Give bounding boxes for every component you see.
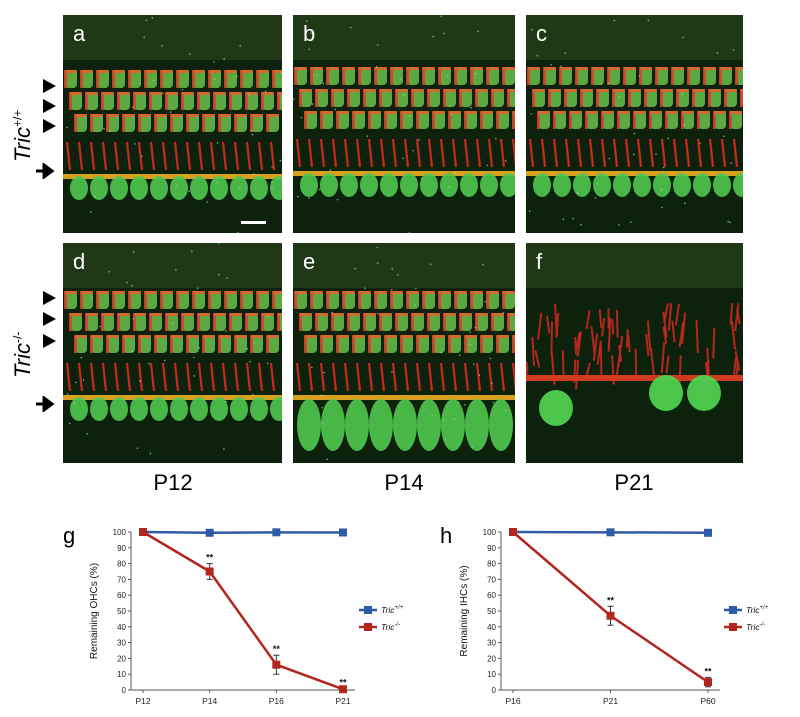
micrograph-image (293, 243, 515, 463)
x-tick-label: P60 (700, 696, 715, 706)
row-label-wildtype: Tric+/+ (10, 102, 38, 162)
legend-marker (729, 606, 737, 614)
panel-label-c: c (536, 21, 547, 46)
data-point (272, 528, 281, 537)
significance-label: ** (273, 644, 281, 654)
y-tick-label: 100 (483, 528, 497, 537)
row-label-knockout: Tric-/- (10, 318, 38, 378)
legend-marker (364, 606, 372, 614)
age-label-p12: P12 (153, 470, 193, 495)
chart-g: 0 10 20 30 40 50 60 70 80 90 100 P12 P14 P16 P21 Remain… (89, 528, 404, 706)
legend-label: Tric-/- (381, 622, 400, 632)
legend-marker (729, 623, 737, 631)
legend-marker (364, 623, 372, 631)
ohc-arrowhead-icon (43, 79, 56, 93)
significance-label: ** (206, 553, 214, 563)
series-line (142, 530, 344, 691)
y-tick-label: 60 (487, 591, 496, 600)
micrograph-panel-d: d (63, 243, 282, 463)
x-tick-label: P21 (603, 696, 618, 706)
ohc-arrowhead-icon (43, 334, 56, 348)
micrograph-panel-a: a (63, 15, 282, 233)
y-tick-label: 30 (117, 639, 126, 648)
significance-label: ** (339, 677, 347, 687)
age-label-p14: P14 (384, 470, 424, 495)
micrograph-panel-e: e (293, 243, 515, 463)
row-label-sup: -/- (10, 331, 25, 343)
data-point (704, 528, 712, 537)
micrograph-image (526, 15, 743, 233)
legend-label: Tric+/+ (381, 605, 404, 615)
y-tick-label: 20 (117, 654, 126, 663)
significance-label: ** (607, 595, 615, 605)
micrograph-panel-c: c (526, 15, 743, 233)
age-label-p21: P21 (614, 470, 654, 495)
panel-label-b: b (303, 21, 316, 46)
y-tick-label: 70 (117, 575, 126, 584)
series-line (142, 530, 344, 535)
y-tick-label: 50 (117, 607, 126, 616)
ohc-arrowhead-icon (43, 119, 56, 133)
legend-label: Tric-/- (746, 622, 765, 632)
micrograph-image (526, 243, 743, 463)
data-point (205, 528, 214, 537)
scale-bar (241, 221, 266, 224)
x-tick-label: P21 (335, 696, 350, 706)
chart-letter-g: g (63, 523, 76, 548)
legend-label: Tric+/+ (746, 605, 769, 615)
x-tick-label: P12 (135, 696, 150, 706)
y-tick-label: 50 (487, 607, 496, 616)
y-tick-label: 80 (117, 560, 126, 569)
row-label-base: Tric (10, 126, 35, 162)
data-point (272, 660, 281, 669)
panel-label-a: a (73, 21, 86, 46)
y-tick-label: 10 (487, 670, 496, 679)
data-point (509, 528, 517, 536)
panel-label-f: f (536, 249, 543, 274)
chart-letter-h: h (440, 523, 453, 548)
x-tick-label: P14 (202, 696, 217, 706)
y-tick-label: 40 (117, 623, 126, 632)
x-tick-label: P16 (269, 696, 284, 706)
micrograph-image (63, 15, 282, 233)
row-label-base: Tric (10, 342, 35, 378)
y-tick-label: 90 (117, 544, 126, 553)
ohc-arrowhead-icon (43, 312, 56, 326)
ihc-arrow-icon (36, 163, 55, 179)
y-tick-label: 90 (487, 544, 496, 553)
chart-h: 0 10 20 30 40 50 60 70 80 90 100 P16 P21 P60 Remaining… (459, 528, 769, 706)
y-tick-label: 0 (492, 686, 497, 695)
ohc-arrowhead-icon (43, 291, 56, 305)
micrograph-panel-f: f (526, 243, 743, 463)
y-tick-label: 30 (487, 639, 496, 648)
y-tick-label: 100 (113, 528, 127, 537)
data-point (139, 528, 147, 536)
y-tick-label: 20 (487, 654, 496, 663)
y-axis-label: Remaining OHCs (%) (89, 563, 100, 659)
data-point (339, 528, 347, 537)
y-tick-label: 80 (487, 560, 496, 569)
y-tick-label: 40 (487, 623, 496, 632)
data-point (704, 678, 712, 687)
y-tick-label: 70 (487, 575, 496, 584)
ihc-arrow-icon (36, 396, 55, 412)
data-point (606, 528, 615, 537)
micrograph-panel-b: b (293, 15, 515, 233)
micrograph-image (63, 243, 282, 463)
panel-label-e: e (303, 249, 316, 274)
significance-label: ** (704, 666, 712, 676)
y-tick-label: 60 (117, 591, 126, 600)
micrograph-image (293, 15, 515, 233)
data-point (205, 567, 214, 576)
ohc-arrowhead-icon (43, 99, 56, 113)
y-axis-label: Remaining IHCs (%) (459, 565, 470, 656)
y-tick-label: 10 (117, 670, 126, 679)
y-tick-label: 0 (122, 686, 127, 695)
data-point (606, 611, 615, 620)
data-point (339, 685, 347, 694)
row-label-sup: +/+ (10, 109, 25, 127)
x-tick-label: P16 (505, 696, 520, 706)
panel-label-d: d (73, 249, 86, 274)
